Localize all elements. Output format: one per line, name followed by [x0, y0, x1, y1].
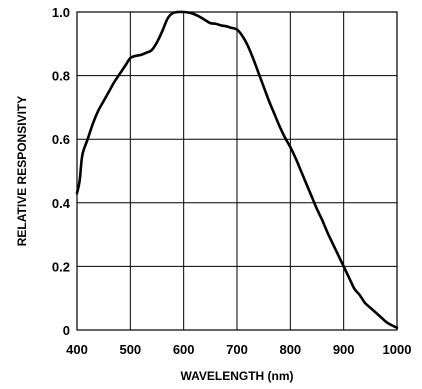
x-tick-labels: 400 500 600 700 800 900 1000 [66, 342, 411, 357]
y-tick-label: 0.2 [52, 259, 70, 274]
grid-lines [77, 12, 397, 330]
plot-frame [76, 11, 398, 331]
y-tick-labels: 0 0.2 0.4 0.6 0.8 1.0 [52, 5, 71, 338]
x-tick-label: 700 [226, 342, 248, 357]
y-tick-label: 1.0 [52, 5, 70, 20]
x-tick-label: 1000 [383, 342, 412, 357]
x-tick-label: 900 [333, 342, 355, 357]
y-tick-label: 0.6 [52, 132, 70, 147]
y-tick-label: 0.4 [52, 196, 71, 211]
x-axis-title: WAVELENGTH (nm) [180, 369, 293, 383]
responsivity-curve [75, 10, 399, 330]
y-tick-label: 0.8 [52, 69, 70, 84]
y-axis-title: RELATIVE RESPONSIVITY [15, 96, 29, 246]
x-tick-label: 400 [66, 342, 88, 357]
x-tick-label: 600 [173, 342, 195, 357]
y-tick-label: 0 [63, 323, 70, 338]
x-tick-label: 500 [119, 342, 141, 357]
x-tick-label: 800 [279, 342, 301, 357]
